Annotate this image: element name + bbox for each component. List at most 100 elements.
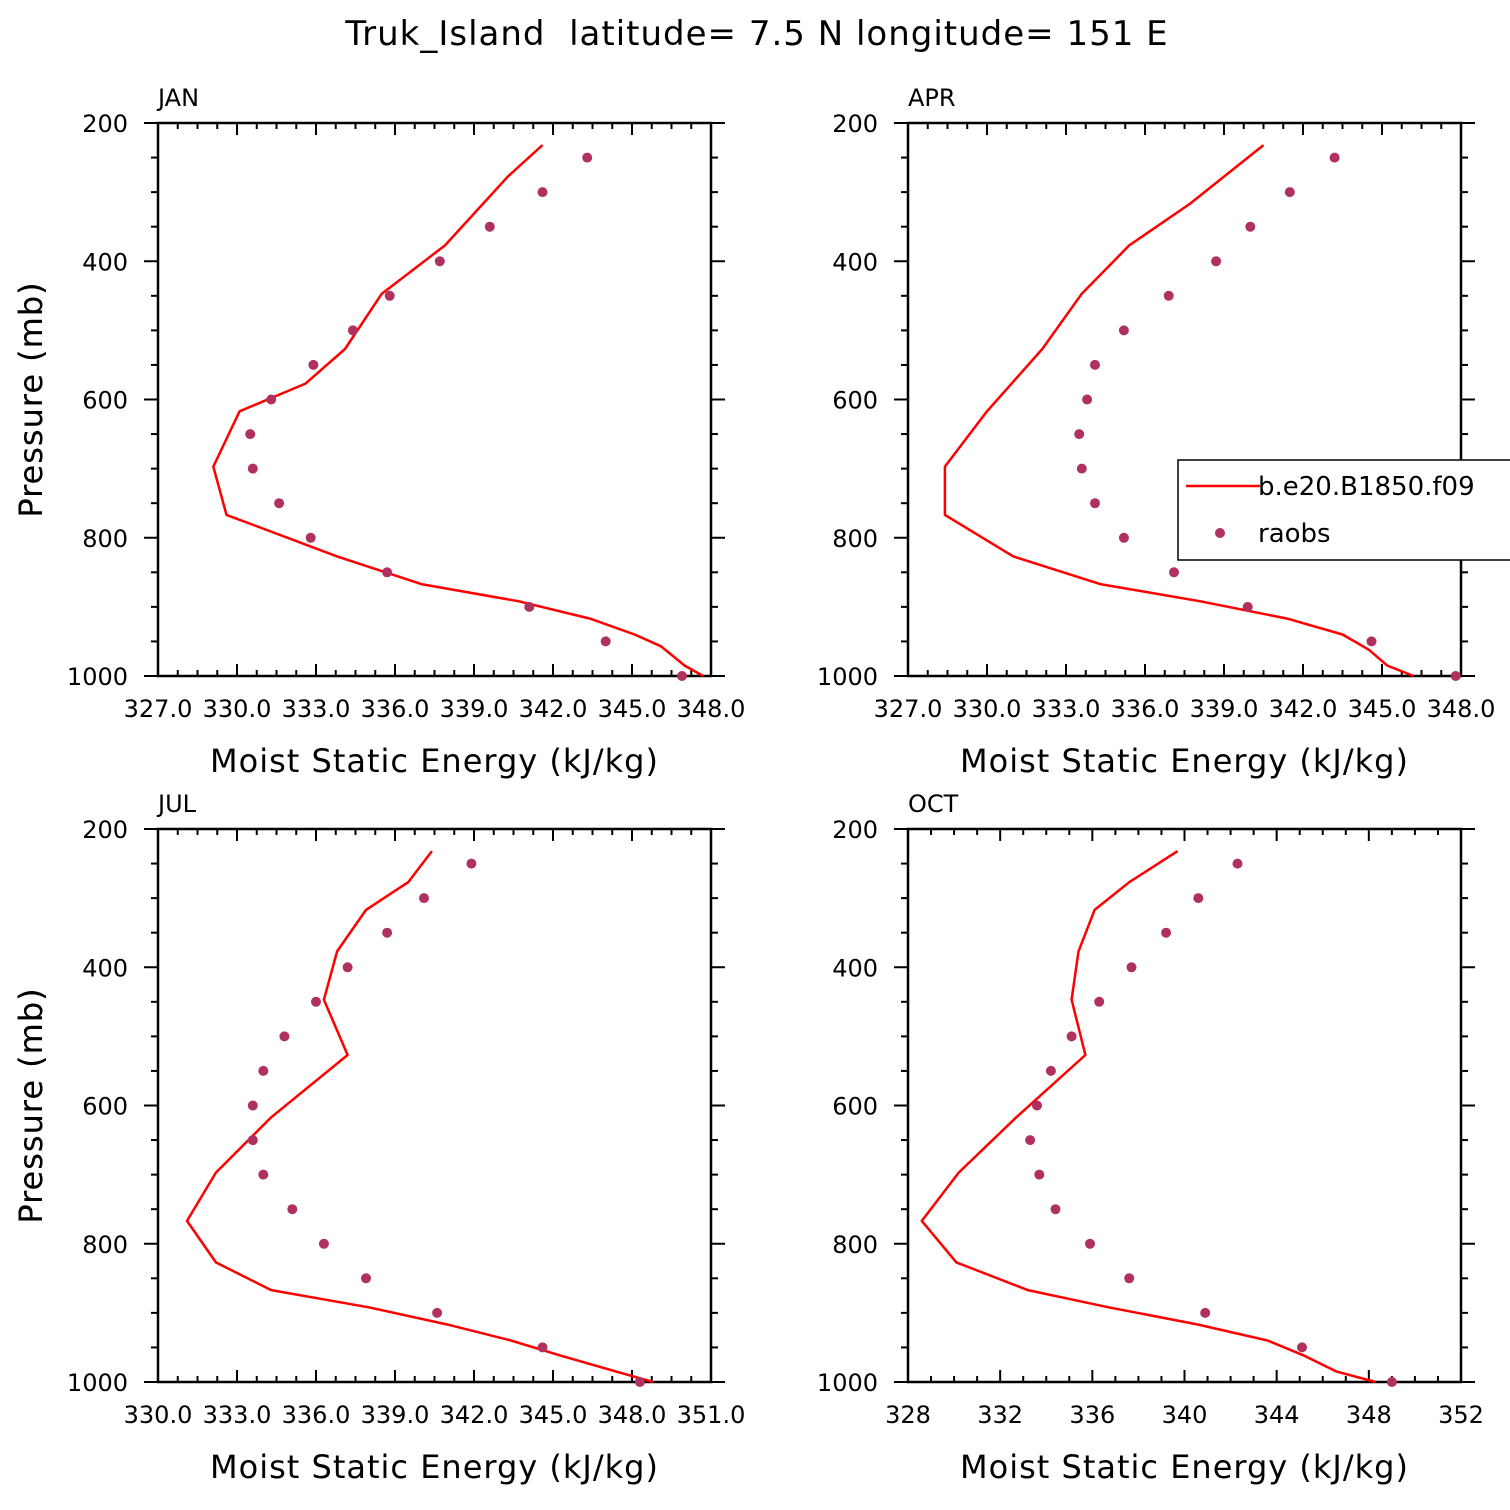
raobs-point [537,1342,548,1353]
raobs-point [245,429,256,440]
y-tick-label: 800 [832,1231,878,1259]
raobs-point [287,1204,298,1215]
model-profile-line [185,850,654,1384]
panel-jan: JAN 327.0 330.0 333.0 336.0 339.0 342.0 345.0 34… [12,84,745,780]
raobs-point [1200,1307,1211,1318]
raobs-point [247,463,258,474]
raobs-point [266,394,277,405]
raobs-point [1090,498,1100,509]
x-tick-label: 348.0 [598,1401,667,1429]
x-tick-label: 348.0 [677,695,746,723]
y-tick-label: 200 [82,816,128,844]
x-tick-label: 336.0 [1111,695,1180,723]
legend: b.e20.B1850.f09 raobs [1177,459,1510,561]
x-tick-label: 342.0 [1269,695,1338,723]
y-axis-title: Pressure (mb) [12,987,50,1223]
raobs-point [1076,463,1087,474]
y-tick-label: 200 [832,110,878,138]
raobs-point [311,996,321,1007]
raobs-point [1085,1238,1095,1249]
panels-group: JAN 327.0 330.0 333.0 336.0 339.0 342.0 345.0 34… [12,84,1495,1486]
y-tick-label: 800 [82,1231,128,1259]
x-tick-label: 345.0 [1348,695,1417,723]
x-tick-label: 344 [1254,1401,1300,1429]
model-profile-line [212,144,704,678]
y-axis-title: Pressure (mb) [12,987,50,1223]
raobs-point [1090,359,1100,370]
y-tick-label: 600 [82,387,128,415]
raobs-point [484,221,495,232]
raobs-point [1126,962,1137,973]
x-tick-label: 339.0 [440,695,509,723]
model-profile-line [943,144,1415,678]
x-tick-label: 352 [1438,1401,1484,1429]
x-tick-label: 327.0 [874,695,943,723]
panel-label: JAN [156,84,199,112]
model-profile-line [920,850,1377,1384]
raobs-point [1193,893,1204,904]
y-tick-label: 800 [82,525,128,553]
raobs-point [1032,1100,1042,1111]
x-tick-label: 340 [1162,1401,1208,1429]
x-tick-label: 342.0 [519,695,588,723]
x-tick-label: 336 [1069,1401,1115,1429]
y-tick-label: 800 [832,525,878,553]
raobs-point [1161,927,1172,938]
panel-oct: OCT 328 332 336 340 344 348 352 200 400 600 800 1000… [12,790,1484,1486]
x-tick-label: 333.0 [282,695,351,723]
raobs-point [466,858,477,869]
legend-model-label: b.e20.B1850.f09 [1258,472,1475,502]
raobs-point [537,187,548,198]
x-tick-label: 333.0 [1032,695,1101,723]
panel-jul: JUL 330.0 333.0 336.0 339.0 342.0 345.0 348.0 35… [12,790,745,1486]
x-tick-label: 330.0 [953,695,1022,723]
raobs-point [361,1273,371,1284]
x-axis-title: Moist Static Energy (kJ/kg) [210,742,659,780]
raobs-point [258,1065,269,1076]
raobs-point [247,1100,258,1111]
panel-apr: APR 327.0 330.0 333.0 336.0 339.0 342.0 345.0 34… [12,84,1495,780]
x-axis-title: Moist Static Energy (kJ/kg) [960,1448,1409,1486]
raobs-point [347,325,358,336]
raobs-point [600,636,611,647]
raobs-point [305,532,316,543]
raobs-point [382,927,393,938]
legend-box [1177,459,1510,561]
raobs-point [1124,1273,1135,1284]
x-tick-label: 332 [977,1401,1023,1429]
y-tick-label: 600 [832,387,878,415]
raobs-point [1025,1135,1036,1146]
raobs-point [384,290,395,301]
raobs-point [677,671,687,681]
x-tick-label: 348.0 [1427,695,1496,723]
raobs-point [1034,1169,1045,1180]
raobs-point [308,359,319,370]
raobs-point [318,1238,329,1249]
figure-title: Truk_Island latitude= 7.5 N longitude= 1… [344,14,1168,54]
raobs-point [524,601,535,612]
plot-frame [156,121,713,678]
raobs-point [1074,429,1085,440]
x-tick-label: 327.0 [124,695,193,723]
raobs-point [258,1169,269,1180]
raobs-point [1211,256,1222,267]
y-tick-label: 1000 [67,663,128,691]
raobs-point [1242,601,1253,612]
raobs-point [1050,1204,1061,1215]
panel-label: APR [908,84,956,112]
raobs-point [1045,1065,1056,1076]
y-tick-label: 600 [82,1093,128,1121]
y-tick-label: 200 [82,110,128,138]
raobs-point [247,1135,258,1146]
raobs-point [382,567,393,578]
raobs-point [1450,671,1461,681]
plot-frame [906,827,1463,1384]
x-tick-label: 333.0 [203,1401,272,1429]
x-tick-label: 339.0 [1190,695,1259,723]
y-tick-label: 1000 [67,1369,128,1397]
raobs-point [1169,567,1179,578]
raobs-point [342,962,353,973]
x-tick-label: 339.0 [361,1401,430,1429]
raobs-point [1366,636,1377,647]
